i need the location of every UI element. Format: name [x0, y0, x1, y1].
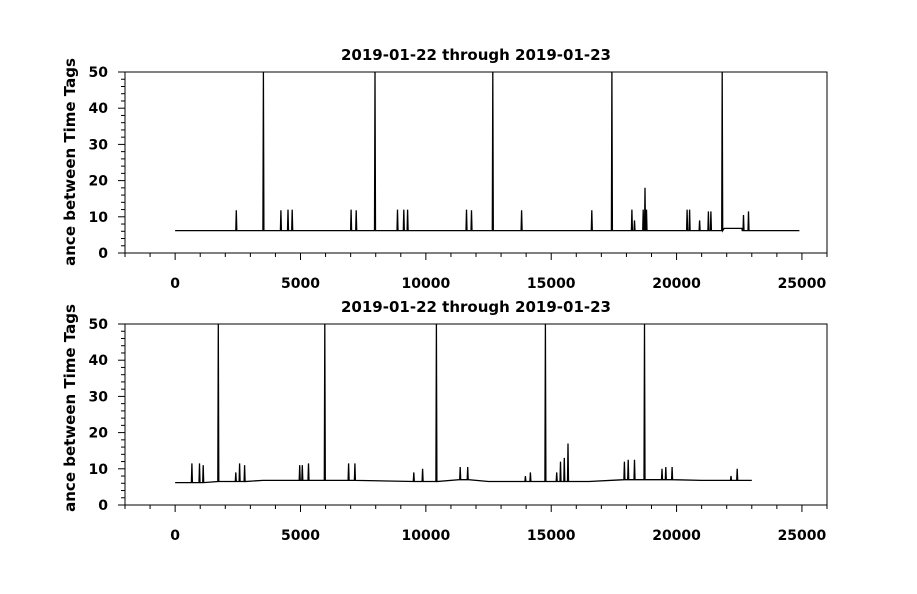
- top-plot-y-tick-label: 30: [89, 137, 109, 153]
- bottom-plot-x-tick-label: 5000: [281, 528, 320, 544]
- bottom-plot-y-tick-label: 10: [89, 462, 109, 478]
- top-plot-panel: 2019-01-22 through 2019-01-23 ance betwe…: [61, 46, 828, 292]
- bottom-plot-title: 2019-01-22 through 2019-01-23: [341, 298, 611, 316]
- top-plot-y-tick-label: 40: [89, 101, 109, 117]
- top-plot-ticks: 0 5000 10000 15000 20000 25000 0 10 20 30 40 50: [89, 65, 828, 292]
- bottom-plot-y-tick-label: 20: [89, 426, 109, 442]
- top-plot-x-tick-label: 5000: [281, 276, 320, 292]
- bottom-plot-ticks: 0 5000 10000 15000 20000 25000 0 10 20 30 40 50: [89, 317, 828, 544]
- top-plot-y-tick-label: 0: [98, 246, 108, 262]
- bottom-plot-x-tick-label: 25000: [778, 528, 827, 544]
- top-plot-x-tick-label: 10000: [401, 276, 450, 292]
- bottom-plot-series-line: [175, 323, 752, 484]
- bottom-plot-panel: 2019-01-22 through 2019-01-23 ance betwe…: [61, 298, 828, 544]
- bottom-plot-data-series: [175, 323, 752, 484]
- bottom-plot-x-tick-label: 0: [170, 528, 180, 544]
- top-plot-x-tick-label: 15000: [527, 276, 576, 292]
- bottom-plot-x-tick-label: 10000: [401, 528, 450, 544]
- bottom-plot-y-tick-label: 40: [89, 353, 109, 369]
- bottom-plot-y-tick-label: 50: [89, 317, 109, 333]
- top-plot-series-line: [175, 71, 800, 233]
- top-plot-x-tick-label: 25000: [778, 276, 827, 292]
- top-plot-data-series: [175, 71, 800, 233]
- top-plot-y-axis-label: ance between Time Tags: [61, 58, 79, 266]
- top-plot-y-tick-label: 50: [89, 65, 109, 81]
- bottom-plot-x-tick-label: 15000: [527, 528, 576, 544]
- bottom-plot-y-axis-label: ance between Time Tags: [61, 304, 79, 512]
- bottom-plot-y-tick-label: 30: [89, 389, 109, 405]
- top-plot-x-tick-label: 20000: [652, 276, 701, 292]
- top-plot-title: 2019-01-22 through 2019-01-23: [341, 46, 611, 64]
- top-plot-y-tick-label: 10: [89, 210, 109, 226]
- top-plot-y-tick-label: 20: [89, 174, 109, 190]
- bottom-plot-y-tick-label: 0: [98, 498, 108, 514]
- top-plot-x-tick-label: 0: [170, 276, 180, 292]
- bottom-plot-x-tick-label: 20000: [652, 528, 701, 544]
